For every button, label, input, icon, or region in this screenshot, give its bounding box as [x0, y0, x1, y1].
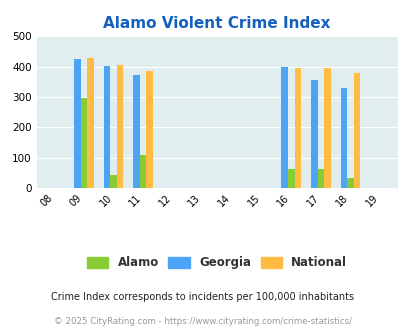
Bar: [346, 178, 353, 188]
Bar: [294, 68, 300, 188]
Title: Alamo Violent Crime Index: Alamo Violent Crime Index: [103, 16, 330, 31]
Bar: [281, 67, 287, 188]
Bar: [133, 75, 140, 188]
Bar: [323, 69, 330, 188]
Bar: [140, 155, 146, 188]
Bar: [110, 175, 117, 188]
Bar: [74, 59, 81, 188]
Bar: [353, 73, 359, 188]
Bar: [340, 88, 346, 188]
Text: © 2025 CityRating.com - https://www.cityrating.com/crime-statistics/: © 2025 CityRating.com - https://www.city…: [54, 317, 351, 326]
Bar: [287, 169, 294, 188]
Bar: [81, 98, 87, 188]
Bar: [117, 65, 123, 188]
Text: Crime Index corresponds to incidents per 100,000 inhabitants: Crime Index corresponds to incidents per…: [51, 292, 354, 302]
Legend: Alamo, Georgia, National: Alamo, Georgia, National: [82, 252, 351, 274]
Bar: [146, 71, 153, 188]
Bar: [317, 169, 323, 188]
Bar: [87, 57, 94, 188]
Bar: [104, 66, 110, 188]
Bar: [310, 80, 317, 188]
